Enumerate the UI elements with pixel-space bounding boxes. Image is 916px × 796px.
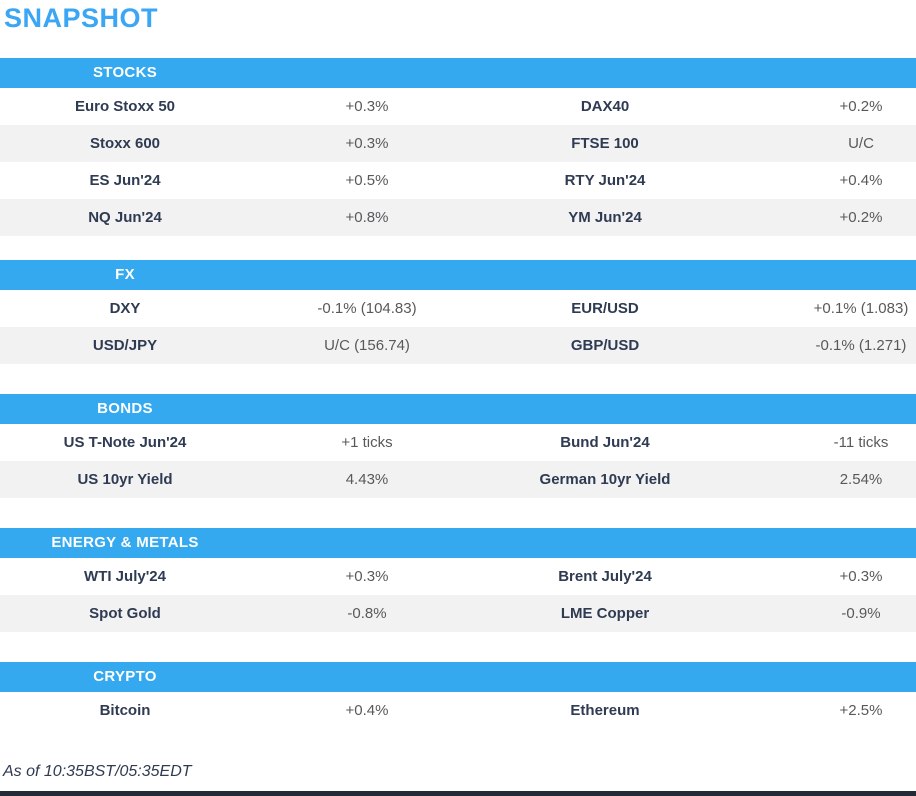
sections-container: STOCKS Euro Stoxx 50 +0.3% DAX40 +0.2% Stoxx … [0,58,916,729]
instrument-value-cell: U/C [848,135,874,152]
instrument-name-cell: NQ Jun'24 [88,209,162,226]
table-row: NQ Jun'24 +0.8% YM Jun'24 +0.2% [0,199,916,236]
instrument-value-cell: +0.4% [345,702,389,719]
instrument-name-cell: GBP/USD [570,337,640,354]
instrument-name-cell: Spot Gold [89,605,161,622]
instrument-name-cell: US T-Note Jun'24 [63,434,187,451]
market-section: ENERGY & METALS WTI July'24 +0.3% Brent Jul… [0,528,916,632]
instrument-value-cell: +0.1% (1.083) [813,300,909,317]
instrument-value-cell: +1 ticks [341,434,393,451]
instrument-name-cell: WTI July'24 [84,568,166,585]
section-header-label: CRYPTO [93,668,157,685]
table-row: US T-Note Jun'24 +1 ticks Bund Jun'24 -11 t… [0,424,916,461]
table-row: US 10yr Yield 4.43% German 10yr Yield 2.54% [0,461,916,498]
instrument-value-cell: +0.2% [839,209,883,226]
as-of-timestamp: As of 10:35BST/05:35EDT [3,763,192,780]
instrument-name-cell: Euro Stoxx 50 [74,98,176,115]
instrument-name-cell: Bitcoin [99,702,151,719]
instrument-value-cell: -0.8% [347,605,387,622]
instrument-value-cell: +0.3% [839,568,883,585]
instrument-value-cell: -11 ticks [833,434,889,451]
instrument-name-cell: DXY [109,300,141,317]
instrument-value-cell: +0.3% [345,568,389,585]
table-row: USD/JPY U/C (156.74) GBP/USD -0.1% (1.271) [0,327,916,364]
instrument-name-cell: RTY Jun'24 [564,172,646,189]
instrument-value-cell: +0.4% [839,172,883,189]
section-header-bar: ENERGY & METALS [0,528,916,558]
table-row: WTI July'24 +0.3% Brent July'24 +0.3% [0,558,916,595]
page-title: SNAPSHOT [4,3,159,33]
instrument-name-cell: Stoxx 600 [89,135,161,152]
section-header-label: BONDS [97,400,153,417]
section-header-bar: BONDS [0,394,916,424]
market-section: BONDS US T-Note Jun'24 +1 ticks Bund Jun'24… [0,394,916,498]
bottom-section-bar [0,791,916,796]
instrument-value-cell: -0.9% [841,605,881,622]
section-header-bar: STOCKS [0,58,916,88]
instrument-value-cell: +0.2% [839,98,883,115]
table-row: DXY -0.1% (104.83) EUR/USD +0.1% (1.083) [0,290,916,327]
instrument-value-cell: +0.3% [345,98,389,115]
instrument-value-cell: -0.1% (104.83) [317,300,417,317]
instrument-name-cell: LME Copper [560,605,650,622]
section-header-label: STOCKS [92,64,158,81]
instrument-name-cell: Brent July'24 [558,568,652,585]
table-row: ES Jun'24 +0.5% RTY Jun'24 +0.4% [0,162,916,199]
section-header-label: ENERGY & METALS [51,534,199,551]
market-section: FX DXY -0.1% (104.83) EUR/USD +0.1% (1.083) U… [0,260,916,364]
instrument-name-cell: YM Jun'24 [568,209,642,226]
section-header-label: FX [115,266,135,283]
table-row: Euro Stoxx 50 +0.3% DAX40 +0.2% [0,88,916,125]
instrument-value-cell: 4.43% [345,471,389,488]
instrument-name-cell: US 10yr Yield [77,471,173,488]
section-header-bar: CRYPTO [0,662,916,692]
section-header-bar: FX [0,260,916,290]
instrument-name-cell: ES Jun'24 [89,172,161,189]
market-section: CRYPTO Bitcoin +0.4% Ethereum +2.5% [0,662,916,729]
table-row: Spot Gold -0.8% LME Copper -0.9% [0,595,916,632]
instrument-name-cell: EUR/USD [571,300,639,317]
instrument-name-cell: Ethereum [570,702,640,719]
instrument-value-cell: +2.5% [839,702,883,719]
instrument-name-cell: USD/JPY [92,337,158,354]
instrument-value-cell: 2.54% [839,471,883,488]
instrument-name-cell: German 10yr Yield [539,471,671,488]
instrument-name-cell: DAX40 [580,98,630,115]
market-section: STOCKS Euro Stoxx 50 +0.3% DAX40 +0.2% Stoxx … [0,58,916,236]
instrument-value-cell: U/C (156.74) [324,337,410,354]
table-row: Bitcoin +0.4% Ethereum +2.5% [0,692,916,729]
instrument-value-cell: -0.1% (1.271) [815,337,907,354]
instrument-value-cell: +0.3% [345,135,389,152]
instrument-name-cell: Bund Jun'24 [560,434,650,451]
instrument-value-cell: +0.8% [345,209,389,226]
instrument-value-cell: +0.5% [345,172,389,189]
instrument-name-cell: FTSE 100 [571,135,639,152]
table-row: Stoxx 600 +0.3% FTSE 100 U/C [0,125,916,162]
